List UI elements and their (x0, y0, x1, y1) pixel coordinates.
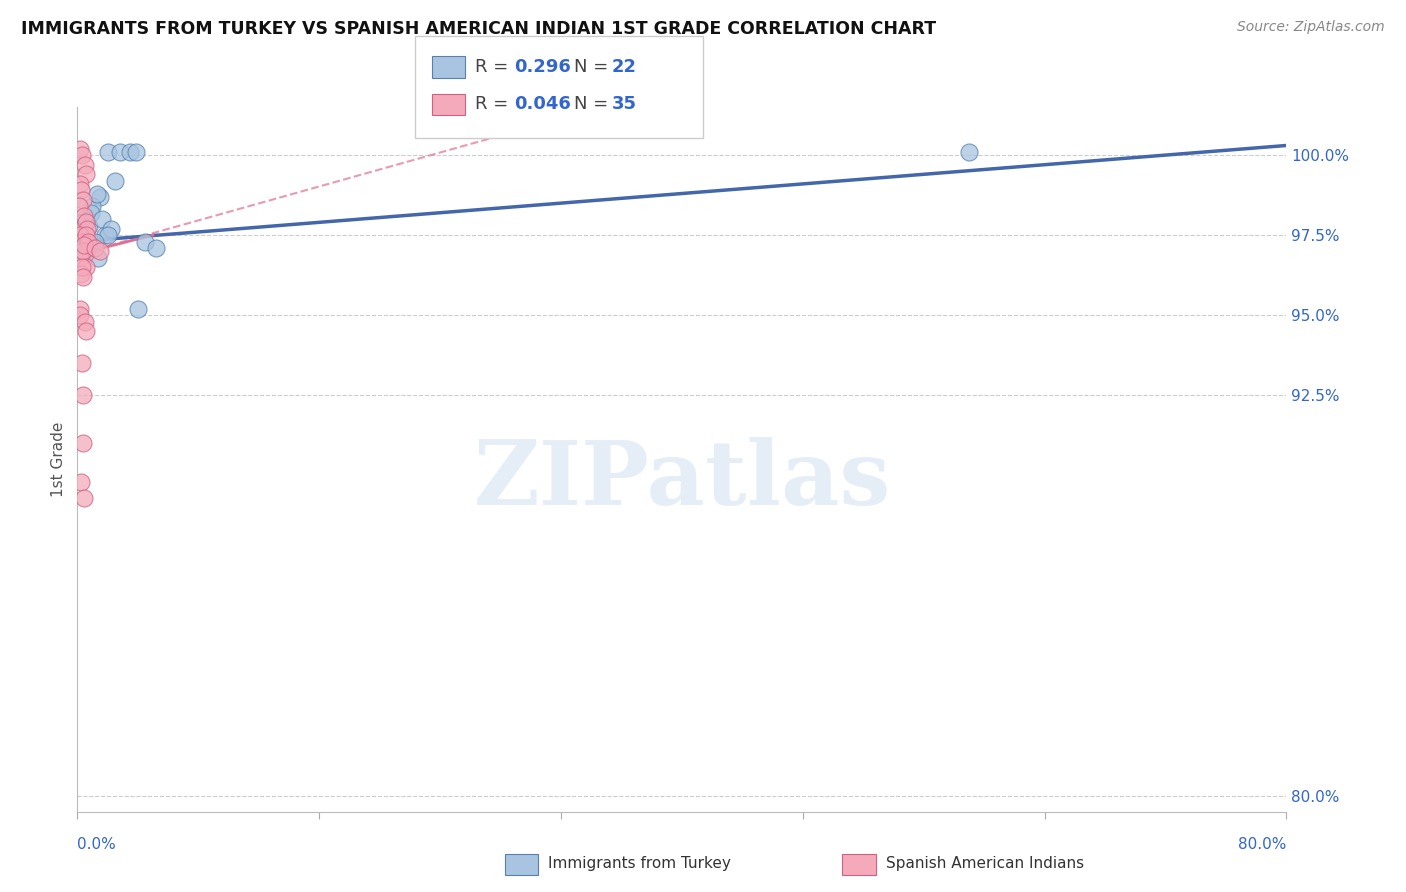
Point (70, 148, 93, 162)
Text: Immigrants from Turkey: Immigrants from Turkey (548, 856, 731, 871)
Point (125, 145, 148, 159)
Point (69, 177, 91, 191)
Point (72, 388, 94, 402)
Point (75, 324, 97, 338)
Text: N =: N = (574, 58, 613, 76)
Point (104, 174, 127, 188)
Point (72, 269, 94, 284)
Text: 0.296: 0.296 (515, 58, 571, 76)
Point (72, 244, 94, 259)
Point (145, 241, 167, 255)
Point (73, 212, 96, 227)
Point (87, 251, 110, 265)
Point (96, 145, 118, 159)
Point (77, 241, 100, 255)
Point (93, 228, 115, 243)
Point (76, 221, 98, 235)
Point (73, 491, 96, 505)
Point (73, 237, 96, 252)
Point (108, 145, 131, 159)
Point (79, 219, 101, 233)
Point (89, 244, 111, 259)
Text: IMMIGRANTS FROM TURKEY VS SPANISH AMERICAN INDIAN 1ST GRADE CORRELATION CHART: IMMIGRANTS FROM TURKEY VS SPANISH AMERIC… (21, 20, 936, 37)
Point (100, 221, 122, 235)
Point (73, 315, 96, 329)
Text: R =: R = (475, 58, 515, 76)
Point (69, 228, 91, 243)
Point (69, 308, 91, 322)
Point (69, 142, 91, 156)
Point (69, 301, 91, 316)
Text: 35: 35 (612, 95, 637, 113)
Point (127, 301, 149, 316)
Point (84, 241, 107, 255)
Point (72, 241, 94, 255)
Point (90, 212, 112, 227)
Point (72, 193, 94, 207)
Text: N =: N = (574, 95, 613, 113)
Point (96, 228, 118, 243)
Point (70, 183, 93, 197)
Point (957, 145, 980, 159)
Point (70, 356, 93, 370)
Point (70, 475, 93, 489)
Text: 0.046: 0.046 (515, 95, 571, 113)
Point (73, 209, 96, 223)
Point (86, 186, 108, 201)
Point (120, 145, 142, 159)
Point (80, 205, 103, 219)
Point (72, 436, 94, 450)
Point (77, 235, 100, 249)
Point (75, 228, 97, 243)
Point (70, 260, 93, 275)
Text: 22: 22 (612, 58, 637, 76)
Text: Spanish American Indians: Spanish American Indians (886, 856, 1084, 871)
Text: 0.0%: 0.0% (77, 838, 117, 853)
Point (89, 190, 111, 204)
Point (75, 260, 97, 275)
Point (73, 247, 96, 261)
Y-axis label: 1st Grade: 1st Grade (51, 422, 66, 497)
Point (75, 215, 97, 229)
Point (73, 158, 96, 172)
Point (70, 235, 93, 249)
Text: R =: R = (475, 95, 515, 113)
Point (134, 235, 156, 249)
Point (69, 251, 91, 265)
Point (70, 267, 93, 281)
Text: ZIPatlas: ZIPatlas (474, 437, 890, 524)
Point (84, 235, 107, 249)
Text: 80.0%: 80.0% (1239, 838, 1286, 853)
Point (67, 199, 90, 213)
Text: Source: ZipAtlas.com: Source: ZipAtlas.com (1237, 20, 1385, 34)
Point (75, 167, 97, 181)
Point (82, 199, 104, 213)
